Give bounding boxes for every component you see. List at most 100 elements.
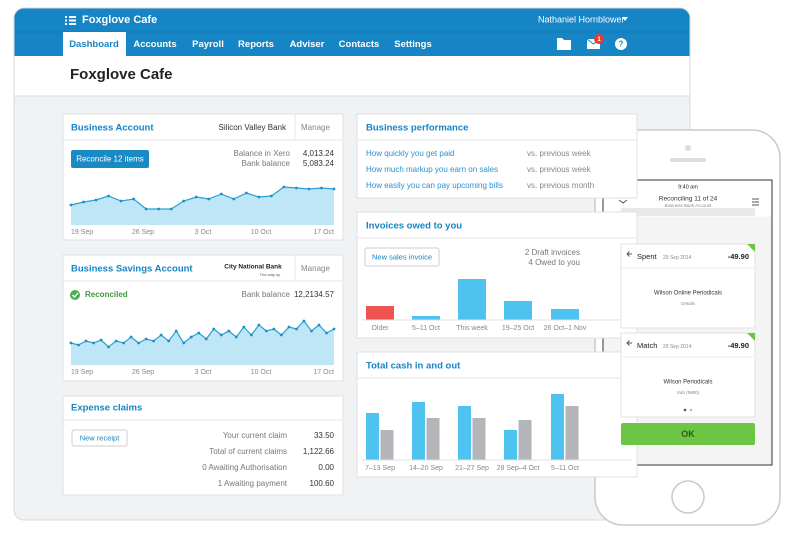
point (332, 327, 336, 331)
row-label: Bank balance (242, 290, 291, 299)
bank-name: Silicon Valley Bank (219, 123, 287, 132)
performance-compare: vs. previous week (527, 149, 592, 158)
bar (565, 406, 579, 460)
button-label: New receipt (80, 433, 121, 442)
x-label: 10 Oct (251, 369, 272, 376)
point (137, 341, 141, 345)
performance-link[interactable]: How quickly you get paid (366, 149, 455, 158)
performance-link[interactable]: How much markup you earn on sales (366, 165, 498, 174)
ok-button[interactable] (621, 423, 755, 445)
bank-tagline: The way up (260, 272, 281, 277)
performance-link[interactable]: How easily you can pay upcoming bills (366, 181, 503, 190)
row-value: 5,083.24 (303, 159, 335, 168)
card-flag (747, 244, 755, 252)
status-time: 9:40 am (678, 184, 698, 190)
card-date: 29 Sep 2014 (663, 255, 692, 261)
row-value: 33.50 (314, 431, 335, 440)
nav-tab[interactable]: Accounts (133, 39, 176, 50)
button[interactable] (71, 150, 149, 168)
card-amount: -49.90 (728, 341, 749, 350)
bar (426, 418, 440, 460)
point (107, 345, 110, 349)
manage-menu[interactable]: Manage (301, 264, 330, 273)
area-line (70, 186, 335, 210)
point (119, 199, 123, 203)
x-label: 26 Sep (132, 229, 154, 236)
point (257, 323, 261, 327)
card-amount: -49.90 (728, 252, 749, 261)
nav-tab-active[interactable] (63, 32, 126, 56)
invoice-note: 4 Owed to you (528, 258, 580, 267)
screen-title: Reconciling 11 of 24 (659, 196, 718, 203)
panel-title: Expense claims (71, 403, 142, 414)
point (242, 325, 246, 329)
panel (356, 351, 638, 478)
menu-icon[interactable] (65, 16, 76, 25)
point (272, 327, 276, 331)
files-icon[interactable] (557, 38, 571, 50)
row-label: 1 Awaiting payment (218, 479, 288, 488)
row-label: Bank balance (242, 159, 291, 168)
nav-tab[interactable]: Reports (238, 39, 274, 50)
point (167, 339, 171, 343)
point (94, 198, 98, 202)
x-label: 21–27 Sep (455, 465, 489, 472)
row-value: 1,122.66 (303, 447, 335, 456)
transaction-card[interactable] (620, 243, 756, 329)
card-payee: Wilson Periodicals (663, 380, 712, 386)
nav-tab[interactable]: Dashboard (69, 39, 119, 50)
bar (366, 306, 394, 320)
point (244, 191, 248, 195)
bar (504, 430, 517, 460)
bar (458, 406, 471, 460)
nav-tab[interactable]: Adviser (290, 39, 325, 50)
point (257, 195, 261, 199)
point (282, 185, 286, 189)
transaction-card[interactable] (620, 332, 756, 418)
badge (594, 34, 604, 44)
point (182, 341, 186, 345)
x-label: 28 Sep–4 Oct (497, 465, 540, 472)
card-date: 29 Sep 2014 (663, 344, 692, 350)
user-name: Nathaniel Hornblower (538, 14, 625, 24)
bar (380, 430, 394, 460)
point (219, 333, 223, 337)
point (99, 338, 103, 342)
nav-tab[interactable]: Contacts (339, 39, 380, 50)
performance-compare: vs. previous month (527, 181, 594, 190)
bar (366, 413, 379, 460)
point (144, 337, 148, 341)
panel (356, 113, 638, 199)
point (122, 341, 125, 345)
point (295, 327, 298, 331)
panel-title: Business performance (366, 123, 468, 134)
button[interactable] (364, 247, 440, 267)
button[interactable] (71, 429, 128, 447)
help-icon[interactable] (615, 38, 627, 50)
point (307, 187, 311, 191)
card-arrow (626, 340, 632, 346)
manage-menu[interactable]: Manage (301, 123, 330, 132)
x-label: 19–25 Oct (502, 325, 534, 332)
point (325, 331, 328, 335)
point (249, 333, 253, 337)
user-caret[interactable] (622, 17, 628, 21)
panel-title: Invoices owed to you (366, 221, 462, 232)
x-label: 5–11 Oct (551, 465, 579, 472)
x-label: 17 Oct (313, 369, 334, 376)
point (264, 329, 268, 333)
nav-tab[interactable]: Settings (394, 39, 431, 50)
bar (458, 279, 486, 320)
point (152, 339, 156, 343)
row-label: 0 Awaiting Authorisation (202, 463, 287, 472)
invoice-note: 2 Draft invoices (525, 248, 580, 257)
point (189, 335, 193, 339)
nav-tab[interactable]: Payroll (192, 39, 224, 50)
point (144, 207, 148, 211)
row-value: 0.00 (318, 463, 334, 472)
help-mark: ? (619, 40, 624, 49)
button-label: Reconcile 12 items (76, 155, 144, 164)
point (84, 339, 88, 343)
point (234, 335, 238, 339)
point (302, 319, 306, 323)
